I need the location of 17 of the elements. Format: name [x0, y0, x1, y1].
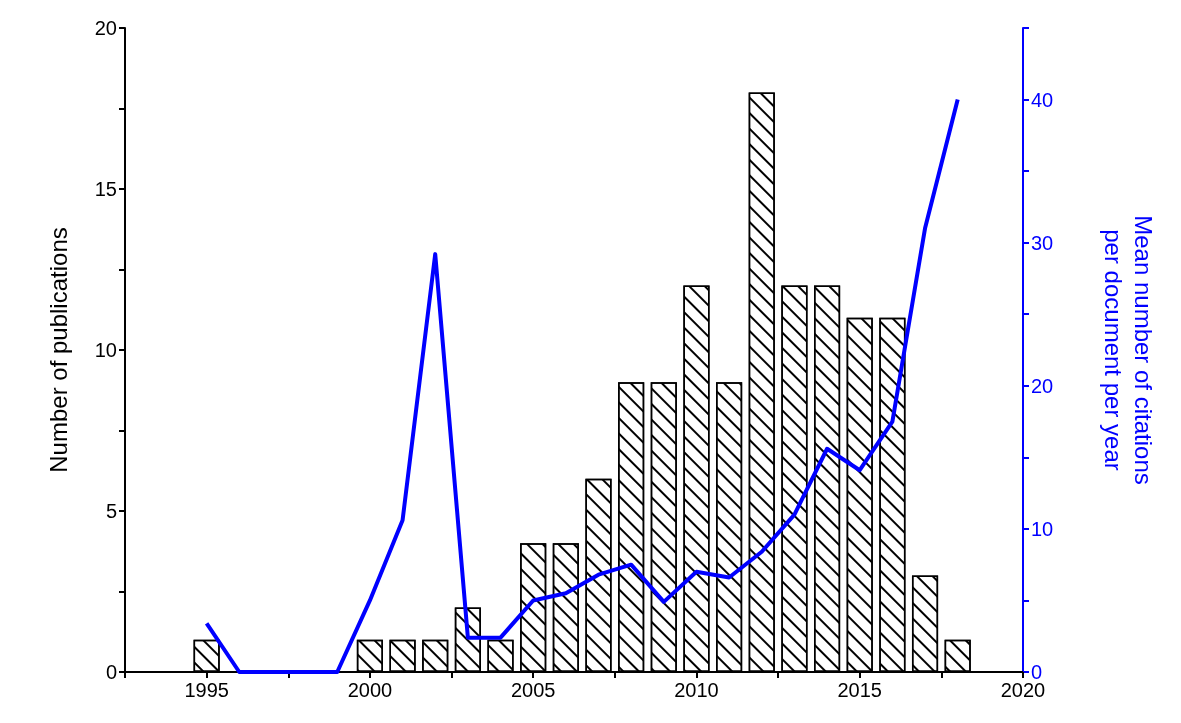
y2-axis-title: Mean number of citations per document per year [1099, 215, 1157, 485]
x-tick-label: 2010 [674, 679, 719, 701]
y2-tick-label: 20 [1031, 374, 1054, 397]
y-tick-label: 0 [105, 661, 117, 683]
x-tick-label: 2000 [347, 679, 393, 701]
y2-tick-label: 40 [1031, 88, 1054, 111]
y-tick-label: 20 [94, 17, 117, 39]
y2-tick-label: 30 [1031, 231, 1054, 254]
y2-tick-label: 10 [1031, 517, 1054, 540]
x-tick-label: 2015 [837, 679, 882, 701]
y-tick-label: 10 [94, 339, 117, 361]
y-axis-title: Number of publications [44, 227, 72, 473]
line-series [204, 97, 960, 674]
y-tick-label: 5 [105, 500, 117, 522]
x-tick-label: 1995 [184, 679, 229, 701]
x-tick-label: 2005 [510, 679, 556, 701]
y-tick-label: 15 [94, 178, 117, 200]
